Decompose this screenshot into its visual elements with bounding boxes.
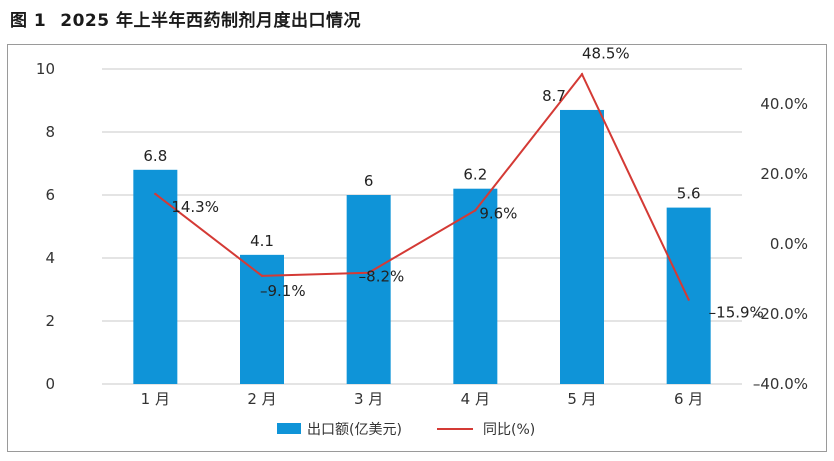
line-series	[154, 72, 690, 301]
y-left-tick-label: 6	[45, 186, 55, 204]
bar-series	[133, 109, 711, 384]
data-labels: 6.8 4.1 6 6.2 8.7 5.6 14.3% –9.1% –8.2% 9.6% 48.5%…	[143, 44, 763, 321]
bar	[560, 109, 604, 384]
bar-value-label: 5.6	[677, 185, 701, 203]
bar-value-label: 4.1	[250, 232, 274, 250]
x-tick-label: 4 月	[461, 390, 490, 408]
bar-value-label: 8.7	[542, 87, 566, 105]
line-point	[367, 271, 370, 274]
line-point	[687, 298, 690, 301]
y-right-tick-label: –20.0%	[753, 305, 808, 323]
y-right-tick-label: 40.0%	[760, 95, 808, 113]
y-left-tick-label: 4	[45, 249, 55, 267]
bar-value-label: 6	[364, 172, 374, 190]
figure-title: 图 1 2025 年上半年西药制剂月度出口情况	[10, 6, 361, 31]
y-left-tick-label: 0	[45, 375, 55, 393]
x-tick-label: 2 月	[247, 390, 276, 408]
legend-bar-swatch	[277, 423, 301, 434]
figure-number: 图 1	[10, 11, 47, 31]
legend-bar-label: 出口额(亿美元)	[307, 422, 402, 438]
line-point	[474, 209, 477, 212]
axis-ticks: 0 2 4 6 8 10 –40.0% –20.0% 0.0% 20.0% 40.0% 1 月 2 月 3…	[36, 60, 808, 408]
line-value-label: 9.6%	[479, 204, 517, 222]
y-right-tick-label: 20.0%	[760, 165, 808, 183]
yoy-line	[154, 72, 690, 301]
line-point	[154, 192, 157, 196]
line-value-label: 48.5%	[582, 44, 630, 62]
x-tick-label: 5 月	[567, 390, 596, 408]
y-left-tick-label: 8	[45, 123, 55, 141]
x-tick-label: 6 月	[674, 390, 703, 408]
y-left-tick-label: 10	[36, 60, 55, 78]
bar	[453, 188, 498, 384]
chart-frame	[7, 44, 827, 452]
legend: 出口额(亿美元) 同比(%)	[277, 422, 535, 438]
line-point	[260, 274, 264, 278]
gridlines	[102, 68, 742, 385]
x-tick-label: 3 月	[354, 390, 383, 408]
line-point	[580, 73, 584, 76]
legend-line-label: 同比(%)	[483, 422, 535, 438]
y-left-tick-label: 2	[45, 312, 55, 330]
line-value-label: –8.2%	[359, 268, 405, 286]
line-value-label: –9.1%	[260, 282, 306, 300]
line-value-label: –15.9%	[709, 304, 764, 322]
y-right-tick-label: 0.0%	[770, 235, 808, 253]
x-tick-label: 1 月	[141, 390, 170, 408]
bar-value-label: 6.8	[143, 147, 167, 165]
bar	[666, 207, 711, 384]
figure-title-text: 2025 年上半年西药制剂月度出口情况	[60, 11, 361, 31]
bar-value-label: 6.2	[463, 166, 487, 184]
bar	[346, 195, 391, 384]
line-value-label: 14.3%	[171, 198, 219, 216]
bar	[240, 254, 284, 384]
y-right-tick-label: –40.0%	[753, 375, 808, 393]
